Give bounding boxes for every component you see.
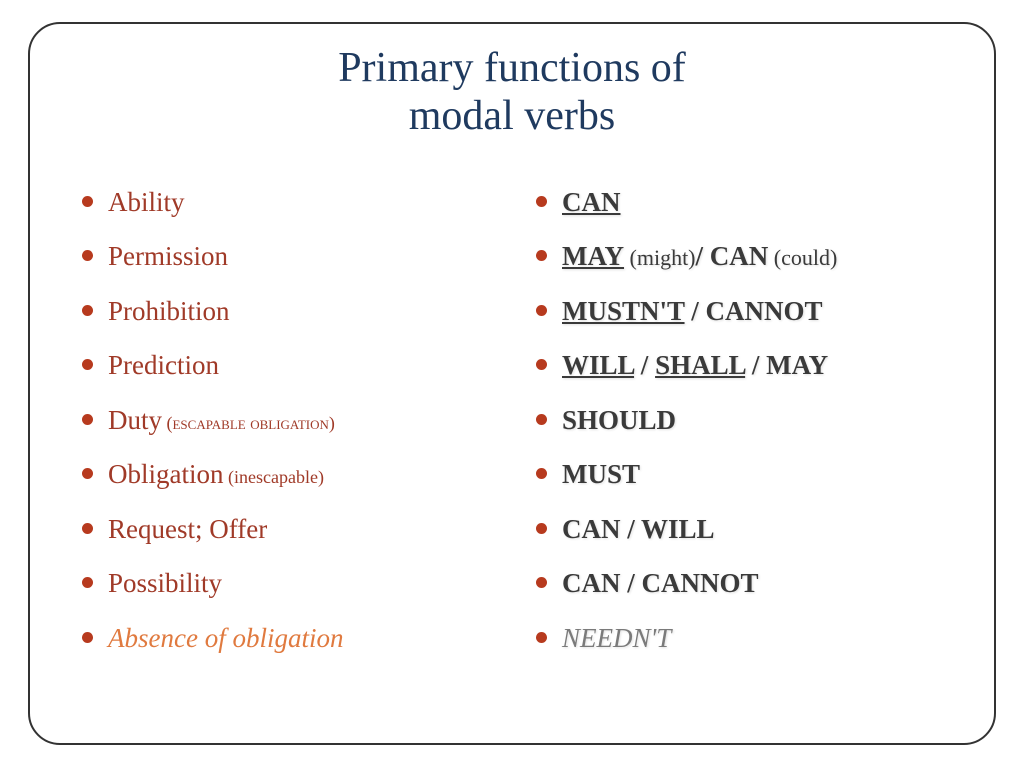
list-item: Prohibition [78, 294, 492, 329]
verb: MUST [562, 459, 640, 489]
item-text: Prohibition [108, 296, 230, 326]
verb-sub: (might) [624, 245, 696, 270]
sep: / [634, 350, 655, 380]
sep: / [621, 514, 642, 544]
functions-list: Ability Permission Prohibition Predictio… [78, 185, 492, 656]
item-text: Possibility [108, 568, 222, 598]
list-item: Request; Offer [78, 512, 492, 547]
verbs-list: CAN MAY (might)/ CAN (could) MUSTN'T / C… [532, 185, 946, 656]
item-text: Request; Offer [108, 514, 267, 544]
list-item: MAY (might)/ CAN (could) [532, 239, 946, 274]
item-text: Obligation [108, 459, 224, 489]
verb: CAN [562, 514, 621, 544]
list-item: Absence of obligation [78, 621, 492, 656]
list-item: SHOULD [532, 403, 946, 438]
verb: SHOULD [562, 405, 676, 435]
title-line-2: modal verbs [409, 93, 615, 139]
sep: / [685, 296, 706, 326]
item-text: Duty [108, 405, 162, 435]
verbs-column: CAN MAY (might)/ CAN (could) MUSTN'T / C… [532, 185, 946, 676]
verb: MUSTN'T [562, 296, 685, 326]
verb: WILL [562, 350, 634, 380]
title-line-1: Primary functions of [338, 45, 686, 91]
item-sub: (inescapable) [224, 467, 324, 487]
sep: / [745, 350, 766, 380]
list-item: Permission [78, 239, 492, 274]
item-text-italic: Absence of obligation [108, 623, 343, 653]
verb: MAY [766, 350, 828, 380]
verb-italic: NEEDN'T [562, 623, 671, 653]
list-item: MUST [532, 457, 946, 492]
slide-frame: Primary functions of modal verbs Ability… [28, 22, 996, 745]
verb: / CAN [696, 241, 769, 271]
list-item: Duty (escapable obligation) [78, 403, 492, 438]
verb: CAN [562, 187, 621, 217]
item-text: Ability [108, 187, 185, 217]
item-text: Permission [108, 241, 228, 271]
list-item: CAN / WILL [532, 512, 946, 547]
functions-column: Ability Permission Prohibition Predictio… [78, 185, 492, 676]
verb: MAY [562, 241, 624, 271]
verb: CANNOT [706, 296, 823, 326]
list-item: NEEDN'T [532, 621, 946, 656]
list-item: Possibility [78, 566, 492, 601]
list-item: Prediction [78, 348, 492, 383]
verb-sub: (could) [768, 245, 837, 270]
list-item: WILL / SHALL / MAY [532, 348, 946, 383]
list-item: Obligation (inescapable) [78, 457, 492, 492]
slide-title: Primary functions of modal verbs [78, 44, 946, 141]
verb: CAN [562, 568, 621, 598]
two-columns: Ability Permission Prohibition Predictio… [78, 185, 946, 676]
slide-container: Primary functions of modal verbs Ability… [0, 0, 1024, 767]
verb: CANNOT [642, 568, 759, 598]
list-item: CAN [532, 185, 946, 220]
verb: SHALL [655, 350, 745, 380]
sep: / [621, 568, 642, 598]
list-item: Ability [78, 185, 492, 220]
item-sub: (escapable obligation) [162, 413, 335, 433]
item-text: Prediction [108, 350, 219, 380]
list-item: MUSTN'T / CANNOT [532, 294, 946, 329]
list-item: CAN / CANNOT [532, 566, 946, 601]
verb: WILL [641, 514, 715, 544]
